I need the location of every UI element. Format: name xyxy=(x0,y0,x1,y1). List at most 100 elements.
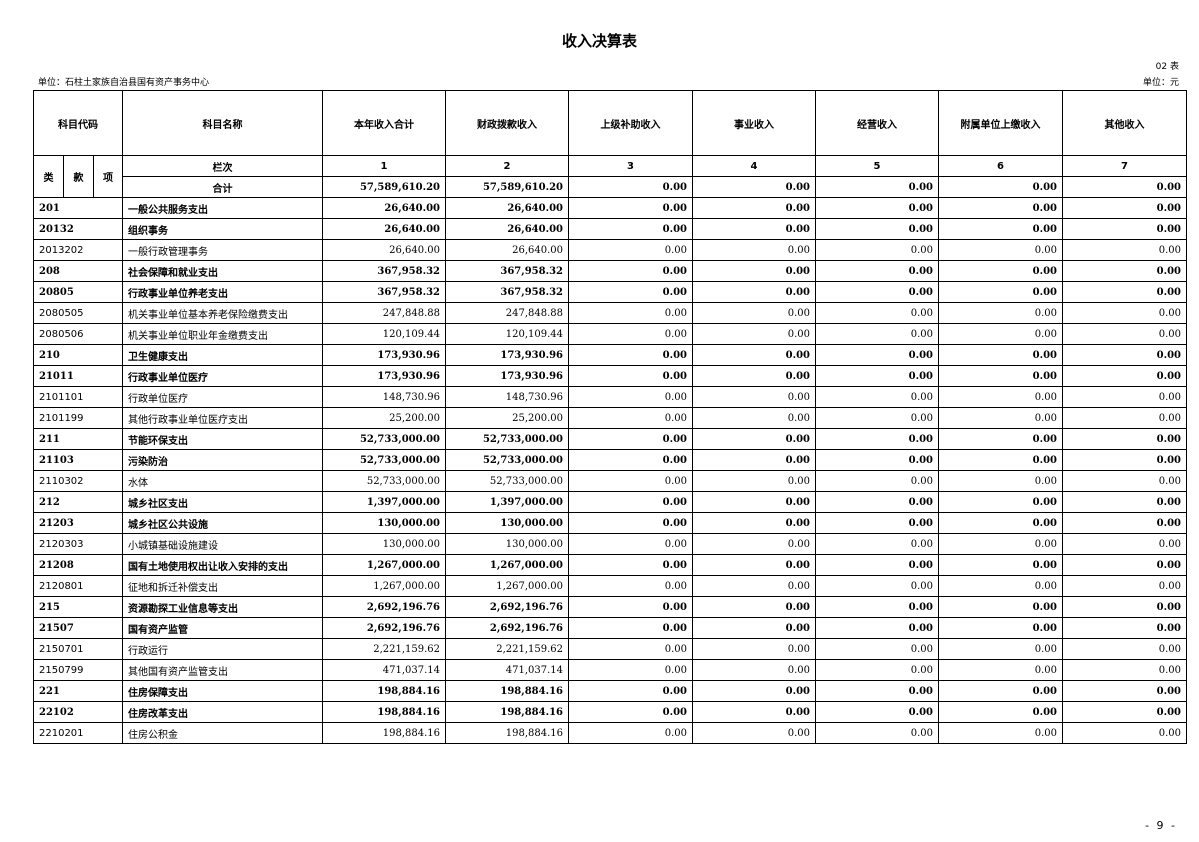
subject-code: 22102 xyxy=(33,701,123,723)
amount-cell: 0.00 xyxy=(938,281,1063,303)
table-row: 211 节能环保支出 52,733,000.00 52,733,000.00 0.00 0… xyxy=(33,428,1187,450)
page-title: 收入决算表 xyxy=(561,32,637,50)
table-row: 221 住房保障支出 198,884.16 198,884.16 0.00 0.00 0.0… xyxy=(33,680,1187,702)
amount-cell: 0.00 xyxy=(815,386,939,408)
amount-cell: 0.00 xyxy=(692,701,816,723)
amount-cell: 0.00 xyxy=(568,323,693,345)
page-number: - 9 - xyxy=(1145,819,1177,832)
total-value: 57,589,610.20 xyxy=(445,176,569,198)
amount-cell: 0.00 xyxy=(815,491,939,513)
table-row: 2110302 水体 52,733,000.00 52,733,000.00 0.00 0… xyxy=(33,470,1187,492)
amount-cell: 0.00 xyxy=(1062,386,1187,408)
table-row: 2120801 征地和拆迁补偿支出 1,267,000.00 1,267,000.00… xyxy=(33,575,1187,597)
table-row: 208 社会保障和就业支出 367,958.32 367,958.32 0.00 0.00… xyxy=(33,260,1187,282)
amount-cell: 0.00 xyxy=(938,680,1063,702)
subject-name: 组织事务 xyxy=(122,218,323,240)
subject-code: 211 xyxy=(33,428,123,450)
amount-cell: 0.00 xyxy=(815,260,939,282)
amount-cell: 247,848.88 xyxy=(445,302,569,324)
amount-cell: 0.00 xyxy=(938,407,1063,429)
amount-cell: 0.00 xyxy=(938,554,1063,576)
lei-label: 类 xyxy=(33,155,64,198)
table-row: 2080505 机关事业单位基本养老保险缴费支出 247,848.88 247,848… xyxy=(33,302,1187,324)
amount-cell: 0.00 xyxy=(938,575,1063,597)
amount-cell: 198,884.16 xyxy=(322,722,446,744)
amount-cell: 0.00 xyxy=(938,638,1063,660)
table-row: 212 城乡社区支出 1,397,000.00 1,397,000.00 0.00 0.0… xyxy=(33,491,1187,513)
amount-cell: 0.00 xyxy=(815,470,939,492)
subject-name: 其他国有资产监管支出 xyxy=(122,659,323,681)
amount-cell: 25,200.00 xyxy=(445,407,569,429)
subject-name: 行政事业单位医疗 xyxy=(122,365,323,387)
amount-cell: 52,733,000.00 xyxy=(445,470,569,492)
table-row: 2150799 其他国有资产监管支出 471,037.14 471,037.14 0.0… xyxy=(33,659,1187,681)
amount-cell: 0.00 xyxy=(1062,554,1187,576)
table-row: 2101199 其他行政事业单位医疗支出 25,200.00 25,200.00 0.0… xyxy=(33,407,1187,429)
amount-cell: 0.00 xyxy=(1062,491,1187,513)
amount-cell: 2,221,159.62 xyxy=(445,638,569,660)
amount-cell: 0.00 xyxy=(815,239,939,261)
amount-cell: 0.00 xyxy=(815,701,939,723)
col-number: 4 xyxy=(692,155,816,177)
amount-cell: 52,733,000.00 xyxy=(322,449,446,471)
amount-cell: 0.00 xyxy=(568,302,693,324)
subject-code: 210 xyxy=(33,344,123,366)
table-row: 2101101 行政单位医疗 148,730.96 148,730.96 0.00 0.0… xyxy=(33,386,1187,408)
amount-cell: 0.00 xyxy=(692,344,816,366)
amount-cell: 148,730.96 xyxy=(322,386,446,408)
header-col: 上级补助收入 xyxy=(568,90,693,156)
col-number: 3 xyxy=(568,155,693,177)
table-row: 21103 污染防治 52,733,000.00 52,733,000.00 0.00 0… xyxy=(33,449,1187,471)
subject-code: 221 xyxy=(33,680,123,702)
subject-code: 2110302 xyxy=(33,470,123,492)
table-row: 22102 住房改革支出 198,884.16 198,884.16 0.00 0.00 0… xyxy=(33,701,1187,723)
amount-cell: 471,037.14 xyxy=(322,659,446,681)
col-number: 6 xyxy=(938,155,1063,177)
amount-cell: 0.00 xyxy=(692,512,816,534)
amount-cell: 198,884.16 xyxy=(445,722,569,744)
amount-cell: 0.00 xyxy=(568,722,693,744)
amount-cell: 367,958.32 xyxy=(322,260,446,282)
amount-cell: 0.00 xyxy=(1062,218,1187,240)
amount-cell: 0.00 xyxy=(815,449,939,471)
subject-code: 20132 xyxy=(33,218,123,240)
amount-cell: 0.00 xyxy=(1062,722,1187,744)
amount-cell: 0.00 xyxy=(1062,449,1187,471)
amount-cell: 0.00 xyxy=(1062,680,1187,702)
amount-cell: 0.00 xyxy=(1062,470,1187,492)
amount-cell: 0.00 xyxy=(692,470,816,492)
amount-cell: 0.00 xyxy=(1062,365,1187,387)
amount-cell: 52,733,000.00 xyxy=(445,449,569,471)
total-value: 57,589,610.20 xyxy=(322,176,446,198)
amount-cell: 0.00 xyxy=(938,323,1063,345)
column-number-row: 类 款 项 栏次 1 2 3 4 5 6 7 xyxy=(33,155,1187,198)
amount-cell: 0.00 xyxy=(568,617,693,639)
amount-cell: 52,733,000.00 xyxy=(445,428,569,450)
amount-cell: 0.00 xyxy=(1062,638,1187,660)
amount-cell: 1,267,000.00 xyxy=(445,554,569,576)
amount-cell: 0.00 xyxy=(815,407,939,429)
amount-cell: 0.00 xyxy=(1062,197,1187,219)
subject-name: 行政事业单位养老支出 xyxy=(122,281,323,303)
amount-cell: 0.00 xyxy=(815,722,939,744)
amount-cell: 0.00 xyxy=(568,239,693,261)
amount-cell: 130,000.00 xyxy=(445,512,569,534)
table-row: 21011 行政事业单位医疗 173,930.96 173,930.96 0.00 0.0… xyxy=(33,365,1187,387)
subject-code: 2120801 xyxy=(33,575,123,597)
table-row: 21203 城乡社区公共设施 130,000.00 130,000.00 0.00 0.0… xyxy=(33,512,1187,534)
amount-cell: 0.00 xyxy=(692,386,816,408)
amount-cell: 198,884.16 xyxy=(445,701,569,723)
amount-cell: 0.00 xyxy=(815,659,939,681)
subject-name: 节能环保支出 xyxy=(122,428,323,450)
header-name: 科目名称 xyxy=(122,90,323,156)
amount-cell: 0.00 xyxy=(938,533,1063,555)
amount-cell: 0.00 xyxy=(815,428,939,450)
amount-cell: 26,640.00 xyxy=(322,218,446,240)
amount-cell: 0.00 xyxy=(692,554,816,576)
amount-cell: 0.00 xyxy=(938,596,1063,618)
amount-cell: 0.00 xyxy=(692,428,816,450)
amount-cell: 0.00 xyxy=(1062,596,1187,618)
amount-cell: 0.00 xyxy=(815,197,939,219)
amount-cell: 0.00 xyxy=(568,512,693,534)
table-row: 2013202 一般行政管理事务 26,640.00 26,640.00 0.00 0.0… xyxy=(33,239,1187,261)
